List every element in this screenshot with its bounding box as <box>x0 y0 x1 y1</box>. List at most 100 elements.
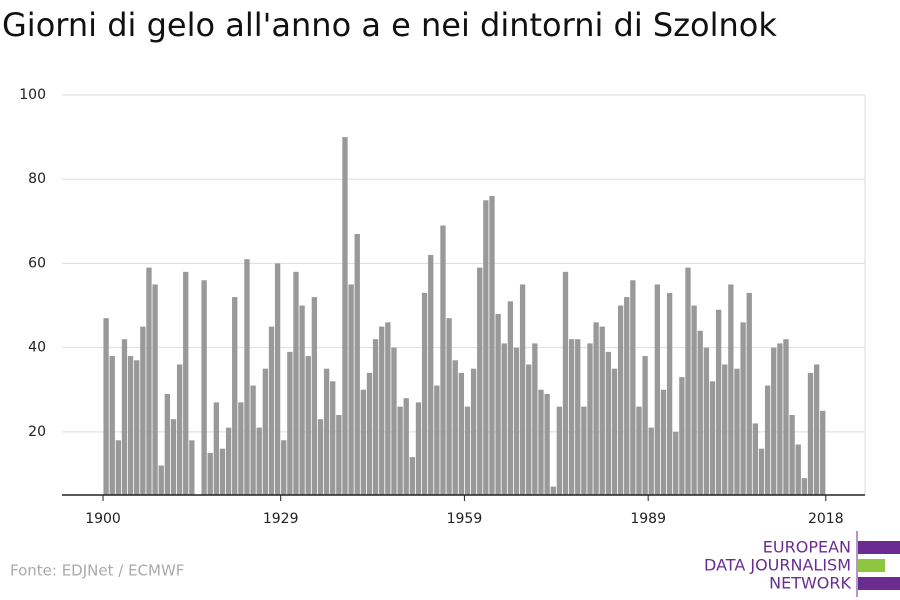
bar <box>121 339 128 495</box>
bar <box>244 259 250 495</box>
bar <box>764 385 771 495</box>
bar <box>740 322 746 495</box>
bar <box>464 406 471 495</box>
bar <box>458 372 465 495</box>
x-tick-label: 1959 <box>447 511 483 527</box>
bar <box>519 284 526 495</box>
bar <box>281 440 287 495</box>
bar <box>709 381 716 495</box>
y-tick-label: 20 <box>28 424 46 440</box>
bar <box>323 368 330 495</box>
bar <box>581 406 587 495</box>
bar <box>274 263 281 495</box>
bar <box>428 255 434 495</box>
bar <box>219 448 226 495</box>
bar <box>360 389 367 495</box>
bar <box>746 292 752 495</box>
x-tick-label: 1929 <box>263 511 299 527</box>
bar <box>158 465 164 495</box>
bar <box>801 478 808 495</box>
bar <box>611 368 618 495</box>
bar <box>691 305 697 495</box>
x-tick-label: 2018 <box>808 511 844 527</box>
bar <box>648 427 654 495</box>
bar <box>789 415 795 495</box>
bar <box>250 385 256 495</box>
bar <box>103 318 109 495</box>
bar <box>109 356 115 495</box>
bar <box>575 339 581 495</box>
bar <box>354 233 360 495</box>
bar <box>758 448 765 495</box>
bar <box>771 347 777 495</box>
bar <box>421 292 428 495</box>
bar <box>397 406 403 495</box>
bar <box>630 280 636 495</box>
x-tick-label: 1900 <box>85 511 121 527</box>
bar <box>115 440 122 495</box>
bar <box>532 343 538 495</box>
bar <box>562 271 569 495</box>
bar <box>697 330 703 495</box>
bar <box>330 381 336 495</box>
bar <box>624 297 630 495</box>
bar <box>391 347 397 495</box>
bar <box>513 347 520 495</box>
bar <box>440 225 446 496</box>
bar <box>544 393 550 495</box>
bar <box>660 389 667 495</box>
source: Fonte: EDJNet / ECMWF <box>10 562 184 580</box>
bar <box>256 427 262 495</box>
y-tick-label: 100 <box>19 87 46 103</box>
bar <box>134 360 140 495</box>
bar <box>189 440 195 495</box>
bar <box>183 271 189 495</box>
bar <box>550 486 556 495</box>
bar <box>568 339 575 495</box>
bar <box>685 267 691 495</box>
bar <box>379 326 385 495</box>
bar <box>238 402 244 495</box>
bar <box>305 356 311 495</box>
bar <box>385 322 391 495</box>
bar <box>317 419 324 495</box>
bar <box>470 368 477 495</box>
bar <box>232 297 238 495</box>
bar <box>728 284 734 495</box>
bar <box>752 423 759 495</box>
bar <box>409 457 416 495</box>
bar <box>556 406 563 495</box>
logo-text: DATA JOURNALISM <box>704 556 851 575</box>
bar <box>587 343 593 495</box>
bar <box>403 398 409 495</box>
bar <box>446 318 452 495</box>
bar <box>262 368 269 495</box>
bar <box>176 364 183 495</box>
bar <box>495 313 501 495</box>
bar <box>666 292 673 495</box>
bar <box>679 377 685 495</box>
bar <box>777 343 783 495</box>
chart-title: Giorni di gelo all'anno a e nei dintorni… <box>2 6 777 44</box>
bar <box>722 364 728 495</box>
bar <box>127 356 134 495</box>
bar <box>152 284 158 495</box>
bar <box>820 410 826 495</box>
y-tick-label: 60 <box>28 255 46 271</box>
bar <box>813 364 820 495</box>
logo-text: NETWORK <box>769 574 851 593</box>
bar <box>715 309 722 495</box>
bar <box>489 196 495 496</box>
bar <box>501 343 507 495</box>
bar <box>617 305 624 495</box>
bar <box>342 137 348 495</box>
bar <box>673 431 679 495</box>
bar <box>293 271 299 495</box>
bar <box>213 402 220 495</box>
bar <box>483 200 489 495</box>
y-tick-label: 40 <box>28 340 46 356</box>
bar <box>654 284 661 495</box>
bar <box>507 301 514 495</box>
logo-bar <box>858 559 885 572</box>
